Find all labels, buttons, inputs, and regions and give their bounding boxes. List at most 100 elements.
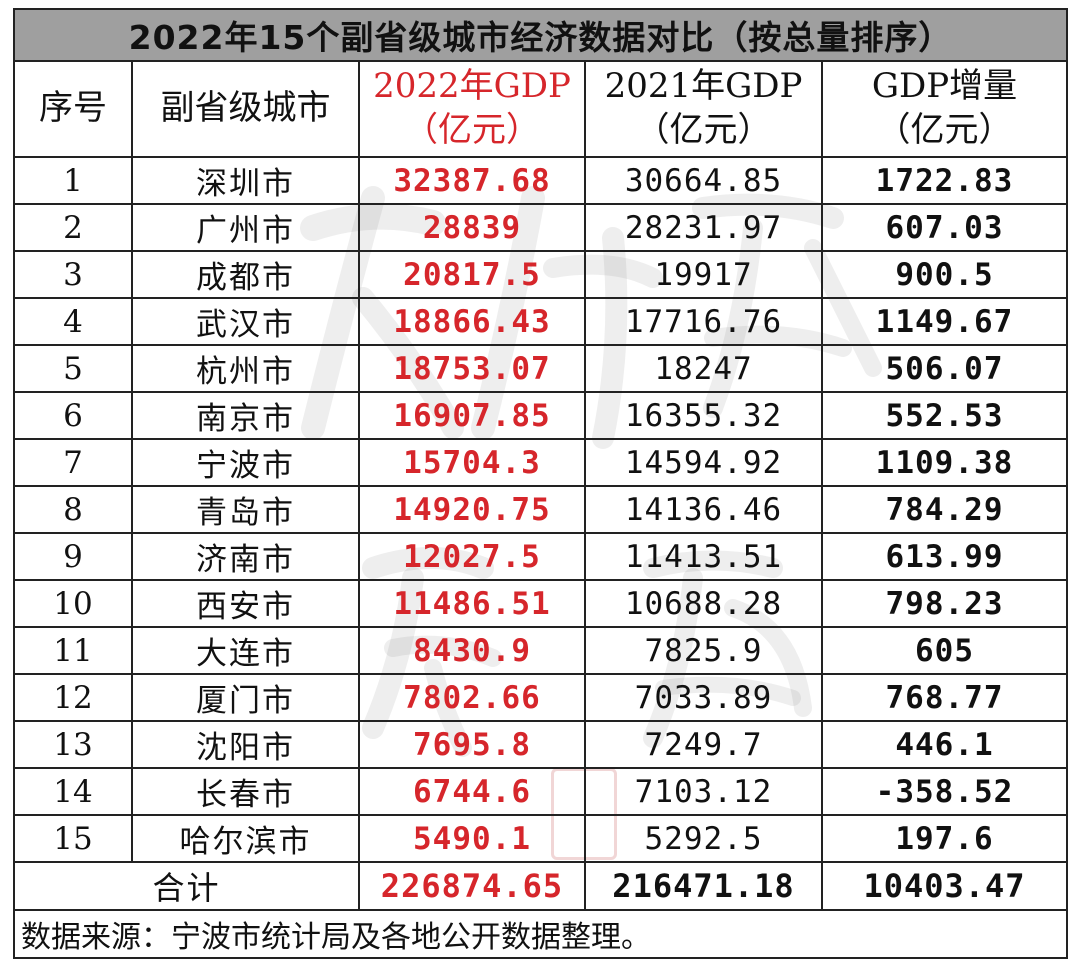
rank-cell: 8 (13, 485, 133, 534)
gdp-table: 2022年15个副省级城市经济数据对比（按总量排序） 序号 副省级城市 2022… (13, 8, 1068, 959)
total-increase: 10403.47 (821, 861, 1068, 911)
gdp-2021-cell: 7249.7 (584, 720, 823, 769)
gdp-comparison-document: 2022年15个副省级城市经济数据对比（按总量排序） 序号 副省级城市 2022… (13, 8, 1068, 970)
gdp-2022-cell: 14920.75 (358, 485, 586, 534)
rank-cell: 9 (13, 532, 133, 581)
gdp-2022-cell: 18866.43 (358, 297, 586, 346)
table-row: 15 哈尔滨市 5490.1 5292.5 197.6 (13, 814, 1068, 863)
increase-cell: 607.03 (821, 203, 1068, 252)
gdp-2021-cell: 7825.9 (584, 626, 823, 675)
increase-cell: 605 (821, 626, 1068, 675)
increase-cell: 446.1 (821, 720, 1068, 769)
city-cell: 青岛市 (131, 485, 360, 534)
gdp-2021-cell: 17716.76 (584, 297, 823, 346)
city-cell: 沈阳市 (131, 720, 360, 769)
rank-cell: 15 (13, 814, 133, 863)
rank-cell: 14 (13, 767, 133, 816)
city-cell: 杭州市 (131, 344, 360, 393)
gdp-2021-cell: 14594.92 (584, 438, 823, 487)
header-increase-line2: （亿元） (876, 110, 1013, 150)
city-cell: 武汉市 (131, 297, 360, 346)
rank-cell: 1 (13, 156, 133, 205)
source-note: 数据来源：宁波市统计局及各地公开数据整理。 (13, 909, 1068, 959)
table-row: 11 大连市 8430.9 7825.9 605 (13, 626, 1068, 675)
gdp-2021-cell: 11413.51 (584, 532, 823, 581)
total-gdp-2021: 216471.18 (584, 861, 823, 911)
table-row: 7 宁波市 15704.3 14594.92 1109.38 (13, 438, 1068, 487)
header-rank: 序号 (13, 60, 133, 158)
increase-cell: 1722.83 (821, 156, 1068, 205)
city-cell: 宁波市 (131, 438, 360, 487)
header-increase-line1: GDP增量 (871, 66, 1018, 107)
total-gdp-2022: 226874.65 (358, 861, 586, 911)
gdp-2021-cell: 16355.32 (584, 391, 823, 440)
city-cell: 厦门市 (131, 673, 360, 722)
gdp-2021-cell: 5292.5 (584, 814, 823, 863)
gdp-2022-cell: 5490.1 (358, 814, 586, 863)
header-gdp-2021: 2021年GDP （亿元） (584, 60, 823, 158)
increase-cell: 1109.38 (821, 438, 1068, 487)
increase-cell: 552.53 (821, 391, 1068, 440)
increase-cell: -358.52 (821, 767, 1068, 816)
gdp-2022-cell: 20817.5 (358, 250, 586, 299)
table-title: 2022年15个副省级城市经济数据对比（按总量排序） (13, 8, 1068, 62)
gdp-2022-cell: 16907.85 (358, 391, 586, 440)
gdp-2022-cell: 8430.9 (358, 626, 586, 675)
city-cell: 南京市 (131, 391, 360, 440)
gdp-2022-cell: 7695.8 (358, 720, 586, 769)
increase-cell: 784.29 (821, 485, 1068, 534)
increase-cell: 1149.67 (821, 297, 1068, 346)
rank-cell: 3 (13, 250, 133, 299)
gdp-2021-cell: 14136.46 (584, 485, 823, 534)
rank-cell: 12 (13, 673, 133, 722)
gdp-2022-cell: 11486.51 (358, 579, 586, 628)
gdp-2022-cell: 18753.07 (358, 344, 586, 393)
gdp-2022-cell: 15704.3 (358, 438, 586, 487)
city-cell: 深圳市 (131, 156, 360, 205)
city-cell: 成都市 (131, 250, 360, 299)
increase-cell: 506.07 (821, 344, 1068, 393)
header-row: 序号 副省级城市 2022年GDP （亿元） 2021年GDP （亿元） GDP… (13, 60, 1068, 158)
header-gdp-2022-line1: 2022年GDP (373, 66, 571, 107)
header-increase: GDP增量 （亿元） (821, 60, 1068, 158)
gdp-2021-cell: 7033.89 (584, 673, 823, 722)
total-row: 合计 226874.65 216471.18 10403.47 (13, 861, 1068, 911)
total-label: 合计 (13, 861, 360, 911)
increase-cell: 613.99 (821, 532, 1068, 581)
rank-cell: 7 (13, 438, 133, 487)
table-row: 4 武汉市 18866.43 17716.76 1149.67 (13, 297, 1068, 346)
gdp-2022-cell: 7802.66 (358, 673, 586, 722)
table-row: 12 厦门市 7802.66 7033.89 768.77 (13, 673, 1068, 722)
rank-cell: 2 (13, 203, 133, 252)
table-row: 1 深圳市 32387.68 30664.85 1722.83 (13, 156, 1068, 205)
increase-cell: 768.77 (821, 673, 1068, 722)
city-cell: 广州市 (131, 203, 360, 252)
gdp-2021-cell: 28231.97 (584, 203, 823, 252)
rank-cell: 13 (13, 720, 133, 769)
rank-cell: 6 (13, 391, 133, 440)
header-gdp-2022: 2022年GDP （亿元） (358, 60, 586, 158)
rank-cell: 4 (13, 297, 133, 346)
gdp-2022-cell: 32387.68 (358, 156, 586, 205)
title-row: 2022年15个副省级城市经济数据对比（按总量排序） (13, 8, 1068, 62)
city-cell: 长春市 (131, 767, 360, 816)
gdp-2021-cell: 10688.28 (584, 579, 823, 628)
header-gdp-2022-line2: （亿元） (404, 110, 540, 150)
header-gdp-2021-line1: 2021年GDP (604, 66, 803, 107)
gdp-2021-cell: 18247 (584, 344, 823, 393)
increase-cell: 197.6 (821, 814, 1068, 863)
rank-cell: 11 (13, 626, 133, 675)
source-row: 数据来源：宁波市统计局及各地公开数据整理。 (13, 909, 1068, 959)
table-row: 10 西安市 11486.51 10688.28 798.23 (13, 579, 1068, 628)
city-cell: 大连市 (131, 626, 360, 675)
table-row: 2 广州市 28839 28231.97 607.03 (13, 203, 1068, 252)
gdp-2022-cell: 12027.5 (358, 532, 586, 581)
increase-cell: 798.23 (821, 579, 1068, 628)
rank-cell: 5 (13, 344, 133, 393)
gdp-2021-cell: 19917 (584, 250, 823, 299)
table-row: 13 沈阳市 7695.8 7249.7 446.1 (13, 720, 1068, 769)
table-row: 3 成都市 20817.5 19917 900.5 (13, 250, 1068, 299)
city-cell: 西安市 (131, 579, 360, 628)
gdp-2022-cell: 28839 (358, 203, 586, 252)
city-cell: 济南市 (131, 532, 360, 581)
